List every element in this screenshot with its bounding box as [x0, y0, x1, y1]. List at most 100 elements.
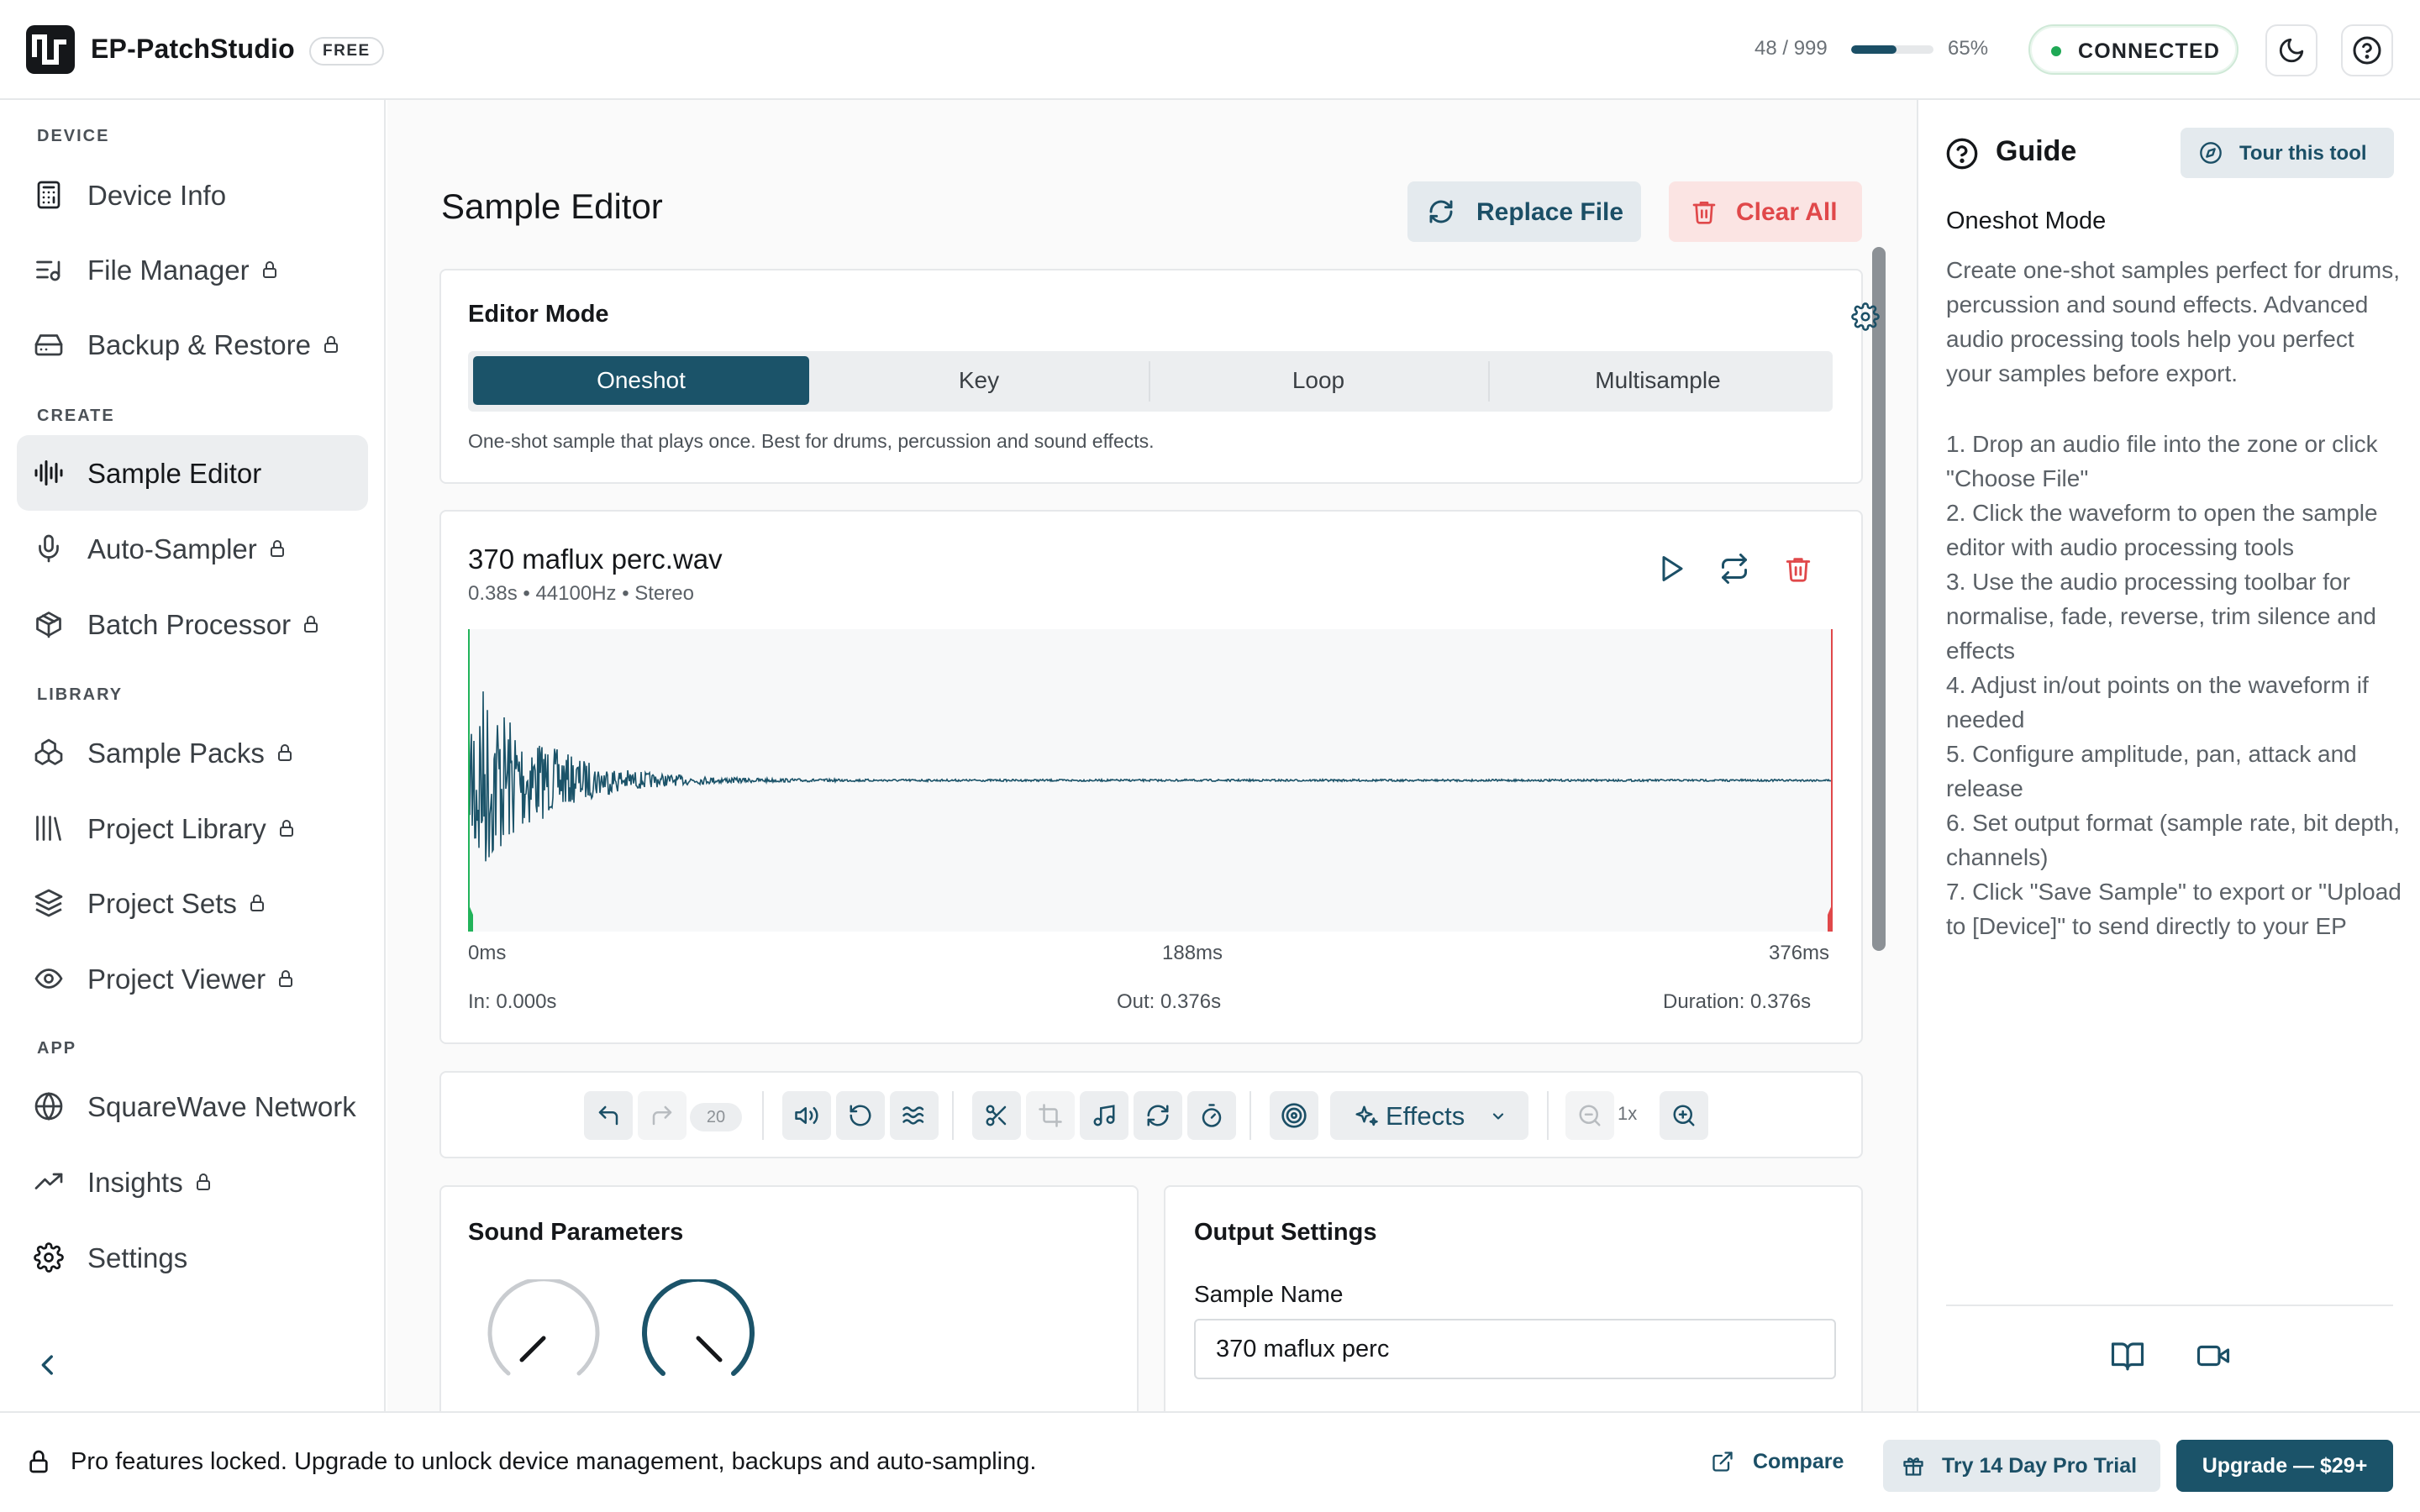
lock-icon — [279, 970, 293, 988]
connection-dot — [2051, 46, 2061, 56]
waves-icon — [902, 1106, 924, 1125]
boxes-icon — [34, 738, 63, 765]
tour-button[interactable]: Tour this tool — [2181, 128, 2394, 178]
lock-icon — [277, 744, 292, 762]
duration-readout: Duration: 0.376s — [1663, 990, 1812, 1013]
compare-link[interactable]: Compare — [1753, 1450, 1844, 1473]
trending-up-icon — [34, 1173, 63, 1189]
zoom-out-icon — [1579, 1105, 1601, 1126]
sidebar-item-label: Auto-Sampler — [87, 533, 287, 565]
video-camera-icon[interactable] — [2196, 1338, 2231, 1373]
sidebar-item-auto-sampler[interactable]: Auto-Sampler — [17, 511, 368, 586]
guide-step: 3. Use the audio processing toolbar for … — [1946, 569, 2376, 664]
tab-multisample[interactable]: Multisample — [1595, 367, 1721, 393]
trash-icon[interactable] — [1784, 554, 1812, 584]
sidebar-item-label: Device Info — [87, 180, 227, 211]
globe-icon — [34, 1091, 63, 1121]
play-icon[interactable] — [1656, 554, 1686, 584]
cut-button[interactable] — [972, 1091, 1021, 1140]
sound-parameters-card: Sound Parameters — [439, 1185, 1139, 1411]
guide-subtitle: Oneshot Mode — [1946, 207, 2107, 234]
clear-all-button[interactable]: Clear All — [1669, 181, 1862, 242]
waveform — [468, 629, 1833, 932]
zoom-out-button[interactable] — [1565, 1091, 1614, 1140]
sidebar-item-label: File Manager — [87, 255, 280, 286]
target-icon — [1281, 1103, 1307, 1128]
fade-button[interactable] — [890, 1091, 939, 1140]
sidebar-item-batch-processor[interactable]: Batch Processor — [17, 586, 368, 662]
section-label-create: CREATE — [37, 407, 115, 425]
volume-icon — [795, 1107, 818, 1124]
sidebar-item-sample-packs[interactable]: Sample Packs — [17, 715, 368, 790]
waveform-display[interactable] — [468, 629, 1833, 932]
theme-toggle-button[interactable] — [2265, 24, 2317, 76]
sidebar-item-backup-restore[interactable]: Backup & Restore — [17, 307, 368, 382]
package-icon — [36, 612, 61, 638]
loop-process-button[interactable] — [1134, 1091, 1182, 1140]
tab-key[interactable]: Key — [958, 367, 1000, 393]
undo-button[interactable] — [584, 1091, 633, 1140]
target-button[interactable] — [1270, 1091, 1318, 1140]
layers-icon — [34, 889, 63, 917]
sidebar-item-insights[interactable]: Insights — [17, 1144, 368, 1220]
crop-button[interactable] — [1026, 1091, 1075, 1140]
refresh-icon — [1429, 200, 1453, 223]
time-stretch-button[interactable] — [1187, 1091, 1236, 1140]
book-open-icon[interactable] — [2110, 1338, 2145, 1373]
upgrade-label: Upgrade — $29+ — [2202, 1454, 2368, 1478]
effects-dropdown[interactable]: Effects — [1330, 1091, 1528, 1140]
normalize-button[interactable] — [782, 1091, 831, 1140]
amplitude-knob[interactable] — [485, 1279, 602, 1397]
zoom-level: 1x — [1618, 1103, 1638, 1124]
section-label-library: LIBRARY — [37, 685, 124, 704]
chevron-left-icon[interactable] — [34, 1351, 62, 1379]
sidebar-item-settings[interactable]: Settings — [17, 1220, 368, 1295]
pan-knob[interactable] — [639, 1279, 757, 1397]
main-scrollbar[interactable] — [1872, 247, 1886, 951]
sidebar-item-project-library[interactable]: Project Library — [17, 790, 368, 866]
sample-name-input[interactable] — [1194, 1319, 1836, 1379]
lock-icon — [324, 336, 338, 354]
sidebar-item-label: Backup & Restore — [87, 329, 341, 361]
editor-mode-tabs: Oneshot Key Loop Multisample — [468, 351, 1833, 412]
storage-count: 48 / 999 — [1754, 37, 1828, 60]
pro-trial-button[interactable]: Try 14 Day Pro Trial — [1883, 1440, 2160, 1492]
sample-name-label: Sample Name — [1194, 1281, 1344, 1307]
sidebar-item-label: Sample Packs — [87, 738, 295, 769]
lock-icon — [270, 540, 284, 558]
sidebar-item-squarewave-network[interactable]: SquareWave Network — [17, 1068, 368, 1144]
pitch-button[interactable] — [1080, 1091, 1128, 1140]
sidebar-item-project-viewer[interactable]: Project Viewer — [17, 941, 368, 1016]
tab-oneshot[interactable]: Oneshot — [473, 356, 809, 405]
effects-label: Effects — [1386, 1101, 1465, 1131]
in-point-handle[interactable] — [468, 903, 473, 932]
tab-loop[interactable]: Loop — [1292, 367, 1345, 393]
upgrade-button[interactable]: Upgrade — $29+ — [2176, 1440, 2393, 1492]
guide-divider — [1946, 1305, 2393, 1306]
guide-step: 1. Drop an audio file into the zone or c… — [1946, 431, 2378, 491]
redo-button[interactable] — [638, 1091, 687, 1140]
sidebar-item-file-manager[interactable]: File Manager — [17, 232, 368, 307]
pro-trial-label: Try 14 Day Pro Trial — [1942, 1454, 2138, 1478]
guide-step: 2. Click the waveform to open the sample… — [1946, 500, 2378, 560]
help-button[interactable] — [2341, 24, 2393, 76]
reverse-button[interactable] — [836, 1091, 885, 1140]
replace-file-button[interactable]: Replace File — [1407, 181, 1641, 242]
toolbar-divider — [762, 1091, 764, 1140]
loop-icon[interactable] — [1719, 554, 1749, 584]
rotate-ccw-icon — [850, 1105, 871, 1126]
gear-icon[interactable] — [1851, 302, 1880, 331]
sidebar-item-project-sets[interactable]: Project Sets — [17, 865, 368, 941]
zoom-in-button[interactable] — [1660, 1091, 1708, 1140]
undo-count-badge: 20 — [690, 1103, 742, 1131]
sidebar-item-device-info[interactable]: Device Info — [17, 157, 368, 233]
chevron-down-icon — [1492, 1113, 1504, 1120]
guide-step: 6. Set output format (sample rate, bit d… — [1946, 810, 2401, 870]
out-point-handle[interactable] — [1828, 903, 1833, 932]
connection-status-pill[interactable]: CONNECTED — [2028, 24, 2238, 75]
section-label-device: DEVICE — [37, 127, 110, 145]
sidebar-item-sample-editor[interactable]: Sample Editor — [17, 435, 368, 511]
tab-divider — [1488, 361, 1490, 402]
upgrade-footer: Pro features locked. Upgrade to unlock d… — [0, 1411, 2420, 1512]
sidebar-item-label: Project Sets — [87, 888, 267, 920]
